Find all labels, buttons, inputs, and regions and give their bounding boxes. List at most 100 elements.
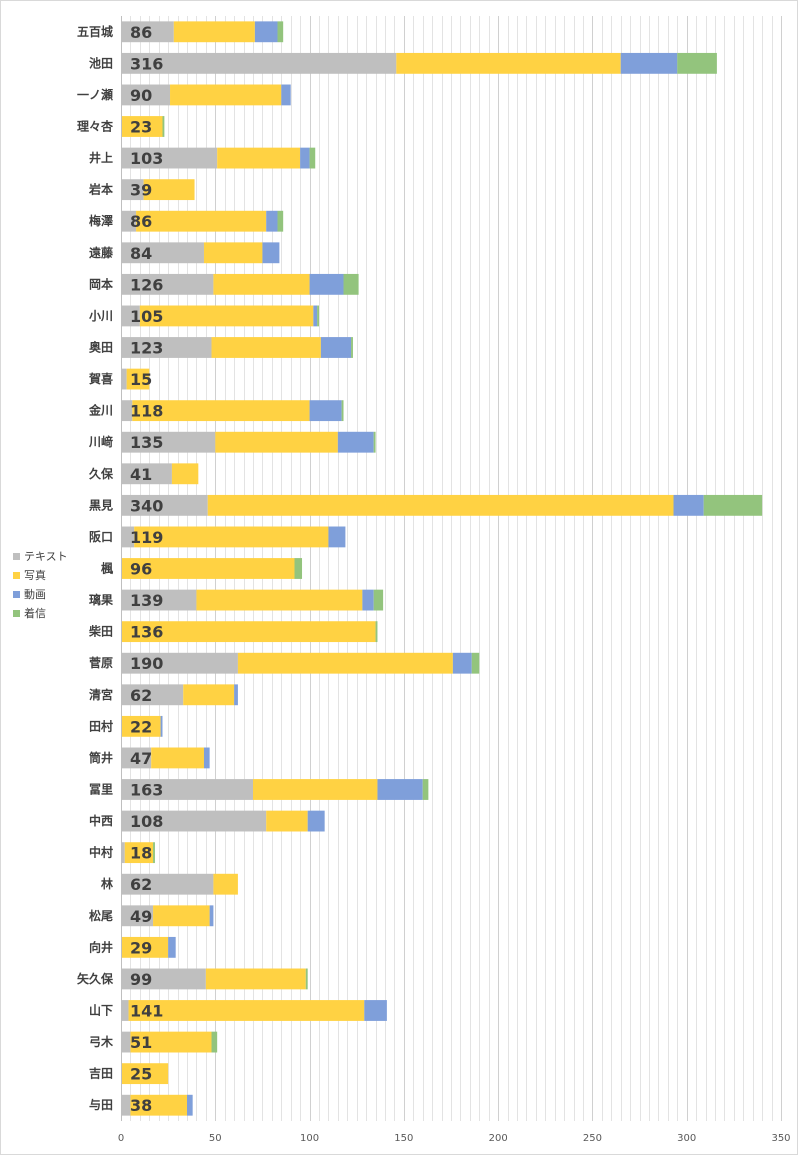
bar-segment-2 <box>121 1063 169 1085</box>
bar-segment-2 <box>121 558 295 579</box>
bar-segment-2 <box>136 210 267 232</box>
bar-segment-1 <box>121 1031 131 1053</box>
bar-segment-2 <box>183 684 235 706</box>
bar-segment-1 <box>121 337 212 358</box>
category-label: 中村 <box>89 845 113 860</box>
category-label: 柴田 <box>88 624 113 639</box>
bar-segment-2 <box>217 147 301 169</box>
total-data-label: 99 <box>130 970 152 989</box>
total-data-label: 39 <box>130 181 152 200</box>
category-label: 井上 <box>89 150 113 165</box>
total-data-label: 86 <box>130 23 152 42</box>
total-data-label: 135 <box>130 433 163 452</box>
bar-segment-4 <box>162 116 165 137</box>
bar-segment-2 <box>121 936 169 958</box>
bar-segment-4 <box>351 337 353 358</box>
bar-segment-3 <box>209 905 214 927</box>
category-label: 矢久保 <box>77 971 114 986</box>
total-data-label: 29 <box>130 938 152 957</box>
bar-segment-1 <box>121 684 184 706</box>
bar-segment-1 <box>121 526 135 548</box>
total-data-label: 190 <box>130 654 163 673</box>
bar-segment-4 <box>305 968 308 990</box>
bar-segment-2 <box>211 337 321 358</box>
category-label: 吉田 <box>89 1066 113 1081</box>
bar-segment-4 <box>277 21 284 43</box>
bar-segment-3 <box>364 1000 387 1021</box>
bar-segment-3 <box>452 652 472 674</box>
category-label: 冨里 <box>89 782 113 797</box>
bar-segment-3 <box>281 84 291 106</box>
bar-segment-1 <box>121 779 253 800</box>
total-data-label: 136 <box>130 623 163 642</box>
bar-segment-3 <box>168 936 176 958</box>
bar-segment-1 <box>121 210 137 232</box>
category-label: 久保 <box>89 466 114 481</box>
category-label: 林 <box>101 876 113 891</box>
bar-segment-1 <box>121 368 127 390</box>
bar-segment-3 <box>203 747 210 769</box>
bar-segment-1 <box>121 747 152 769</box>
x-tick-label: 150 <box>394 1133 413 1144</box>
category-label: 菅原 <box>89 655 113 670</box>
bar-segment-1 <box>121 494 208 516</box>
bar-segment-4 <box>375 621 378 643</box>
legend-label-1: テキスト <box>24 550 68 563</box>
bar-segment-4 <box>343 273 359 295</box>
bar-segment-1 <box>121 589 197 611</box>
total-data-label: 139 <box>130 591 163 610</box>
bar-segment-2 <box>143 179 195 201</box>
category-label: 与田 <box>89 1098 113 1112</box>
bar-segment-1 <box>121 400 133 422</box>
labels: 五百城 86 池田 316 一ノ瀬 90 理々杏 23 井上 103 岩本 39 梅澤 86 遠藤 84 岡本 1… <box>77 23 163 1115</box>
bar-segment-1 <box>121 968 206 990</box>
bar-segment-2 <box>213 273 310 295</box>
total-data-label: 84 <box>130 244 152 263</box>
bar-segment-1 <box>121 810 267 832</box>
bar-segment-3 <box>320 337 352 358</box>
bar-segment-1 <box>121 52 397 74</box>
legend-swatch-1 <box>13 553 20 560</box>
category-label: 黒見 <box>89 497 113 512</box>
total-data-label: 51 <box>130 1033 152 1052</box>
total-data-label: 119 <box>130 528 163 547</box>
bar-segment-2 <box>126 368 150 390</box>
legend-label-4: 着信 <box>24 606 46 620</box>
total-data-label: 62 <box>130 875 152 894</box>
bar-segment-1 <box>121 652 238 674</box>
category-label: 楓 <box>101 561 114 576</box>
bar-segment-1 <box>121 431 216 453</box>
bar-segment-2 <box>215 431 338 453</box>
category-label: 阪口 <box>89 530 113 544</box>
total-data-label: 23 <box>130 118 152 137</box>
bar-segment-3 <box>313 305 318 327</box>
x-axis: 0 50 100 150 200 250 300 350 <box>118 16 791 1144</box>
bar-segment-3 <box>262 242 280 264</box>
bar-segment-4 <box>294 558 303 579</box>
bar-segment-3 <box>362 589 374 611</box>
bar-segment-1 <box>121 84 171 106</box>
total-data-label: 108 <box>130 812 163 831</box>
category-label: 梅澤 <box>89 213 113 228</box>
total-data-label: 25 <box>130 1065 152 1084</box>
category-label: 中西 <box>89 813 113 828</box>
category-label: 筒井 <box>89 750 113 765</box>
total-data-label: 86 <box>130 212 152 231</box>
bar-segment-2 <box>203 242 263 264</box>
bar-segment-4 <box>422 779 429 800</box>
bar-segment-4 <box>373 589 384 611</box>
category-label: 璃果 <box>89 592 113 607</box>
category-label: 田村 <box>89 718 113 733</box>
bar-segment-1 <box>121 21 174 43</box>
bar-segment-2 <box>237 652 453 674</box>
bar-segment-4 <box>309 147 316 169</box>
bar-segment-4 <box>703 494 763 516</box>
bar-segment-2 <box>253 779 378 800</box>
total-data-label: 103 <box>130 149 163 168</box>
bar-segment-2 <box>121 621 376 643</box>
total-data-label: 62 <box>130 686 152 705</box>
bar-segment-1 <box>121 873 214 895</box>
bar-segment-3 <box>309 400 342 422</box>
category-label: 遠藤 <box>89 245 114 260</box>
